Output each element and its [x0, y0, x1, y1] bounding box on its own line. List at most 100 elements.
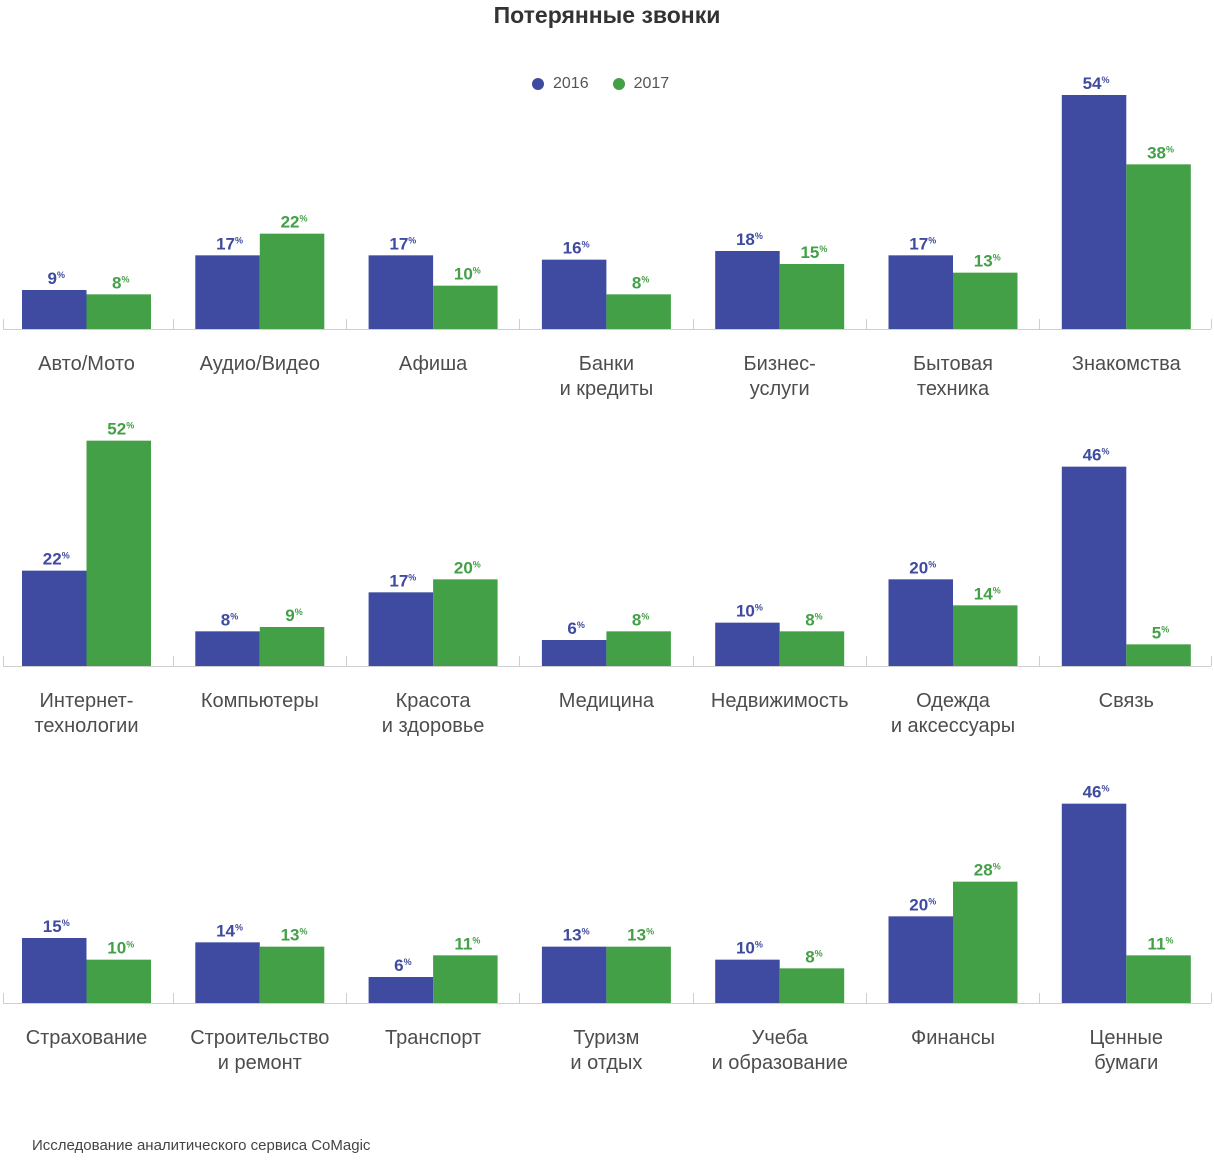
category-label-учеба-и-образование: Учеба	[752, 1027, 809, 1049]
category-label-банки-и-кредиты: и кредиты	[560, 378, 654, 400]
bar-страхование-2017	[86, 959, 151, 1003]
legend-swatch-2017	[612, 78, 625, 90]
data-label-связь-2016: 46%	[1083, 446, 1110, 465]
data-label-строительство-и-ремонт-2017: 13%	[281, 926, 308, 945]
data-label-бизнес-услуги-2017: 15%	[800, 243, 827, 262]
category-label-учеба-и-образование: и образование	[712, 1052, 848, 1074]
category-label-интернет-технологии: Интернет-	[40, 690, 134, 712]
bar-авто-мото-2017	[86, 294, 151, 329]
chart-title: Потерянные звонки	[493, 2, 721, 28]
bar-транспорт-2016	[368, 977, 434, 1003]
data-label-ценные-бумаги-2017: 11%	[1148, 934, 1174, 953]
data-label-транспорт-2016: 6%	[394, 956, 411, 975]
category-label-транспорт: Транспорт	[385, 1027, 481, 1049]
data-label-компьютеры-2017: 9%	[285, 606, 302, 625]
bar-банки-и-кредиты-2017	[606, 294, 671, 329]
bar-компьютеры-2017	[259, 627, 325, 666]
bar-строительство-и-ремонт-2017	[259, 946, 325, 1003]
data-label-банки-и-кредиты-2016: 16%	[563, 239, 590, 258]
data-label-авто-мото-2017: 8%	[112, 273, 129, 292]
category-label-афиша: Афиша	[399, 353, 468, 375]
source-note: Исследование аналитического сервиса CoMa…	[32, 1137, 371, 1154]
data-label-учеба-и-образование-2017: 8%	[805, 947, 822, 966]
legend-item-2016: 2016	[532, 75, 589, 93]
bar-учеба-и-образование-2016	[715, 959, 780, 1003]
category-label-аудио-видео: Аудио/Видео	[200, 353, 320, 375]
category-label-страхование: Страхование	[26, 1027, 148, 1049]
bar-ценные-бумаги-2017	[1126, 955, 1191, 1003]
data-label-страхование-2017: 10%	[107, 939, 134, 958]
data-label-бытовая-техника-2016: 17%	[909, 234, 936, 253]
data-label-недвижимость-2016: 10%	[736, 602, 763, 621]
data-label-знакомства-2017: 38%	[1147, 143, 1174, 162]
bar-связь-2016	[1061, 466, 1127, 666]
bar-бытовая-техника-2016	[888, 255, 953, 329]
data-label-авто-мото-2016: 9%	[48, 269, 65, 288]
legend-label-2017: 2017	[633, 75, 670, 92]
bar-компьютеры-2016	[195, 631, 260, 666]
legend-item-2017: 2017	[612, 75, 670, 93]
category-label-ценные-бумаги: бумаги	[1094, 1052, 1158, 1074]
data-label-афиша-2017: 10%	[454, 265, 481, 284]
category-label-компьютеры: Компьютеры	[201, 690, 319, 712]
data-label-одежда-и-аксессуары-2016: 20%	[909, 558, 936, 577]
data-label-бытовая-техника-2017: 13%	[974, 252, 1001, 271]
data-label-страхование-2016: 15%	[43, 917, 70, 936]
data-label-учеба-и-образование-2016: 10%	[736, 939, 763, 958]
category-label-бизнес-услуги: Бизнес-	[744, 353, 816, 375]
data-label-красота-и-здоровье-2017: 20%	[454, 558, 481, 577]
data-label-аудио-видео-2016: 17%	[216, 234, 243, 253]
data-label-финансы-2016: 20%	[909, 895, 936, 914]
data-label-банки-и-кредиты-2017: 8%	[632, 273, 649, 292]
data-label-интернет-технологии-2016: 22%	[43, 550, 70, 569]
bar-медицина-2016	[541, 640, 607, 666]
bar-бытовая-техника-2017	[953, 272, 1018, 329]
bar-бизнес-услуги-2017	[779, 264, 845, 329]
category-label-банки-и-кредиты: Банки	[579, 353, 634, 375]
category-label-авто-мото: Авто/Мото	[38, 353, 135, 375]
category-label-медицина: Медицина	[559, 690, 655, 712]
bar-интернет-технологии-2017	[86, 440, 151, 666]
category-label-бизнес-услуги: услуги	[750, 378, 810, 400]
data-label-аудио-видео-2017: 22%	[281, 213, 308, 232]
bar-знакомства-2016	[1061, 95, 1127, 329]
category-label-красота-и-здоровье: Красота	[396, 690, 472, 712]
category-label-финансы: Финансы	[911, 1027, 995, 1049]
data-label-строительство-и-ремонт-2016: 14%	[216, 921, 243, 940]
data-label-одежда-и-аксессуары-2017: 14%	[974, 584, 1001, 603]
bar-одежда-и-аксессуары-2017	[953, 605, 1018, 666]
data-label-ценные-бумаги-2016: 46%	[1083, 783, 1110, 802]
category-label-ценные-бумаги: Ценные	[1090, 1027, 1164, 1049]
data-label-бизнес-услуги-2016: 18%	[736, 230, 763, 249]
data-label-медицина-2017: 8%	[632, 610, 649, 629]
bar-аудио-видео-2017	[259, 233, 325, 329]
bar-медицина-2017	[606, 631, 671, 666]
data-label-компьютеры-2016: 8%	[221, 610, 238, 629]
bar-красота-и-здоровье-2016	[368, 592, 434, 666]
data-label-афиша-2016: 17%	[389, 234, 416, 253]
legend-swatch-2016	[532, 78, 544, 90]
bar-туризм-и-отдых-2017	[606, 946, 671, 1003]
bar-туризм-и-отдых-2016	[541, 946, 607, 1003]
bar-недвижимость-2017	[779, 631, 845, 666]
data-label-недвижимость-2017: 8%	[805, 610, 822, 629]
category-label-одежда-и-аксессуары: и аксессуары	[891, 715, 1015, 737]
data-label-знакомства-2016: 54%	[1083, 74, 1110, 93]
bar-строительство-и-ремонт-2016	[195, 942, 260, 1003]
bar-одежда-и-аксессуары-2016	[888, 579, 953, 666]
bar-авто-мото-2016	[22, 290, 87, 329]
category-label-интернет-технологии: технологии	[34, 715, 138, 737]
bar-афиша-2016	[368, 255, 434, 329]
bar-chart: 9% 8% Авто/Мото 17% 22% Аудио/Видео 17% 10% Афиш…	[3, 74, 1212, 1074]
data-label-связь-2017: 5%	[1152, 623, 1169, 642]
bar-финансы-2017	[953, 881, 1018, 1003]
category-label-бытовая-техника: техника	[917, 378, 990, 400]
data-label-медицина-2016: 6%	[567, 619, 584, 638]
bar-связь-2017	[1126, 644, 1191, 666]
category-label-строительство-и-ремонт: и ремонт	[218, 1052, 302, 1074]
bar-недвижимость-2016	[715, 622, 780, 666]
bar-страхование-2016	[22, 938, 87, 1003]
category-label-бытовая-техника: Бытовая	[913, 353, 993, 375]
category-label-недвижимость: Недвижимость	[711, 690, 849, 712]
bar-красота-и-здоровье-2017	[433, 579, 498, 666]
